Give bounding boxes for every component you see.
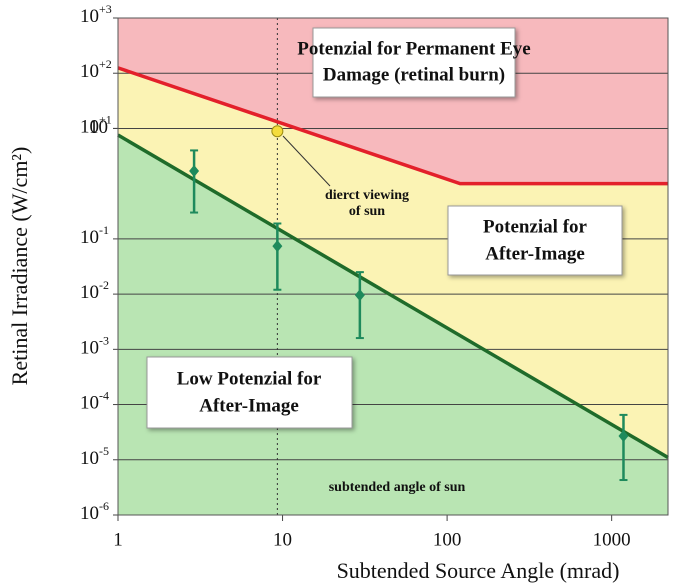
annotation-box <box>146 356 353 429</box>
y-axis-label: Retinal Irradiance (W/cm²) <box>7 147 32 386</box>
y-tick-label: 10+3 <box>80 2 112 28</box>
y-tick-label: 10 <box>89 117 108 138</box>
x-tick-label: 100 <box>433 529 462 550</box>
annotation: dierct viewing <box>325 188 409 203</box>
annotation: Low Potenzial for <box>177 368 322 389</box>
annotation: of sun <box>349 204 385 219</box>
data-point <box>189 164 200 177</box>
y-tick-label: 10-5 <box>80 444 109 470</box>
annotation: subtended angle of sun <box>329 480 466 495</box>
annotation-pointer <box>282 135 331 187</box>
annotation: After-Image <box>485 243 585 264</box>
zone <box>118 67 668 458</box>
y-tick-label: 10+2 <box>80 57 112 83</box>
x-tick-label: 1 <box>113 529 123 550</box>
x-axis-label: Subtended Source Angle (mrad) <box>337 558 620 583</box>
y-tick-label: 10-3 <box>80 333 109 359</box>
annotation-box <box>312 27 516 98</box>
annotation-box <box>447 205 623 276</box>
y-tick-label: 10-2 <box>80 278 109 304</box>
zone <box>118 18 668 184</box>
annotation: Potenzial for Permanent Eye <box>297 38 530 59</box>
annotation: Potenzial for <box>483 216 588 237</box>
y-tick-label: 10+1 <box>80 112 112 138</box>
plot-frame <box>117 17 669 516</box>
x-tick-label: 10 <box>273 529 292 550</box>
threshold-line <box>117 133 669 460</box>
data-point <box>354 289 365 302</box>
y-tick-label: 10-1 <box>80 223 109 249</box>
threshold-line <box>117 66 668 186</box>
y-tick-label: 10-4 <box>80 388 109 414</box>
data-point <box>272 240 283 253</box>
sun-point <box>271 125 284 138</box>
data-point <box>618 429 629 442</box>
annotation: Damage (retinal burn) <box>323 64 505 85</box>
annotation: After-Image <box>199 395 299 416</box>
y-tick-label: 10-6 <box>80 499 109 525</box>
x-tick-label: 1000 <box>593 529 631 550</box>
